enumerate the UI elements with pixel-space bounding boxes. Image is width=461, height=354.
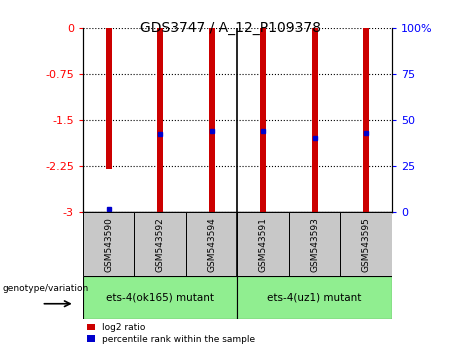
Text: GSM543592: GSM543592 <box>156 217 165 272</box>
Bar <box>83 276 237 319</box>
Bar <box>106 28 112 170</box>
Text: GSM543594: GSM543594 <box>207 217 216 272</box>
Text: ets-4(ok165) mutant: ets-4(ok165) mutant <box>106 292 214 302</box>
Bar <box>157 28 163 212</box>
Bar <box>135 212 186 276</box>
Bar <box>83 212 135 276</box>
Bar <box>186 212 237 276</box>
Bar <box>289 212 340 276</box>
Bar <box>208 28 215 212</box>
Text: GSM543591: GSM543591 <box>259 217 268 272</box>
Bar <box>340 212 392 276</box>
Text: GSM543595: GSM543595 <box>361 217 371 272</box>
Bar <box>237 212 289 276</box>
Bar <box>312 28 318 212</box>
Text: genotype/variation: genotype/variation <box>2 284 89 293</box>
Text: GSM543593: GSM543593 <box>310 217 319 272</box>
Text: GSM543590: GSM543590 <box>104 217 113 272</box>
Bar <box>260 28 266 212</box>
Bar <box>363 28 369 212</box>
Text: GDS3747 / A_12_P109378: GDS3747 / A_12_P109378 <box>140 21 321 35</box>
Bar <box>237 276 392 319</box>
Legend: log2 ratio, percentile rank within the sample: log2 ratio, percentile rank within the s… <box>88 323 255 344</box>
Text: ets-4(uz1) mutant: ets-4(uz1) mutant <box>267 292 362 302</box>
